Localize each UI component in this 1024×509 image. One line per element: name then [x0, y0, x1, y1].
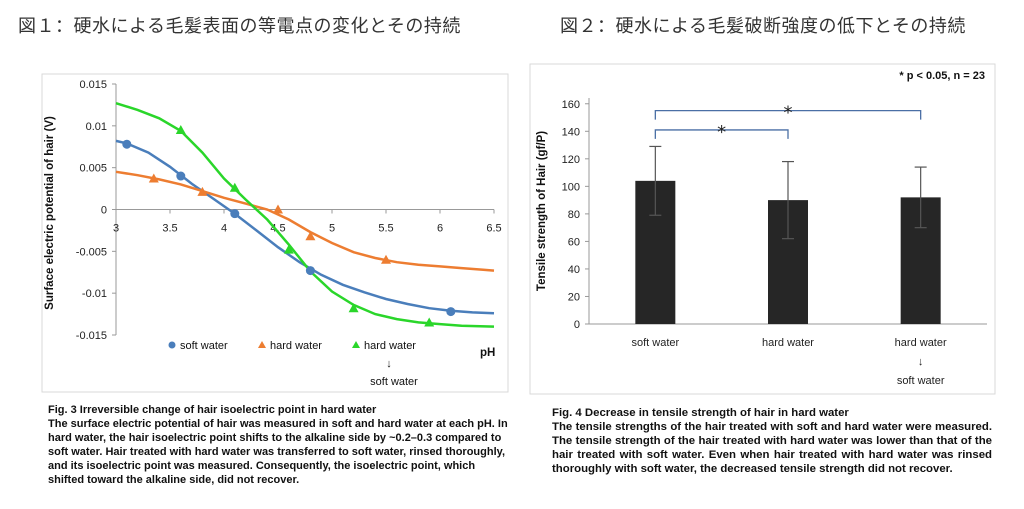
chart1-data-point	[348, 303, 359, 313]
chart2-significance-bracket	[654, 109, 922, 120]
chart1-legend-label: ↓	[386, 358, 392, 370]
chart1-data-point	[229, 182, 240, 192]
chart2-significance-brackets: **	[654, 103, 922, 143]
chart2-y-tick-label: 20	[568, 291, 580, 303]
chart2-category-label: soft water	[631, 337, 679, 349]
chart1-legend-label: hard water	[364, 340, 416, 352]
chart2-y-tick-label: 120	[562, 154, 580, 166]
chart1-data-point	[175, 125, 186, 135]
chart2-significance-star: *	[717, 122, 726, 143]
chart2-y-tick-label: 100	[562, 181, 580, 193]
chart1-data-point	[273, 204, 283, 214]
chart1-legend-marker	[258, 341, 266, 348]
chart1-data-point	[424, 317, 435, 327]
chart1-legend-label: soft water	[370, 376, 418, 388]
chart1-series-line-2	[115, 102, 495, 328]
chart2-category-label: ↓	[918, 356, 924, 368]
chart1-y-tick-label: 0.015	[79, 79, 107, 91]
chart1-y-tick-label: 0.005	[79, 163, 107, 175]
figure-2-heading: 図２：硬水による毛髪破断強度の低下とその持続	[560, 16, 966, 37]
chart1-data-point	[381, 254, 391, 264]
figure-4-caption-title: Fig. 4 Decrease in tensile strength of h…	[552, 407, 849, 419]
chart1-x-tick-label: 6	[437, 223, 443, 235]
chart1-y-tick-label: 0.01	[86, 121, 107, 133]
chart1-data-point	[305, 266, 315, 276]
chart2-y-axis-label: Tensile strength of Hair (gf/P)	[536, 131, 548, 291]
chart1-x-axis-label: pH	[480, 347, 495, 359]
chart2-category-label: hard water	[895, 337, 947, 349]
chart2-significance-note: * p < 0.05, n = 23	[899, 70, 985, 82]
chart2-y-tick-label: 60	[568, 236, 580, 248]
chart1-x-tick-label: 3.5	[162, 223, 177, 235]
chart2-y-tick-label: 0	[574, 319, 580, 331]
chart1-legend-label: hard water	[270, 340, 322, 352]
chart1-y-tick-label: -0.01	[82, 288, 107, 300]
figure-1-heading: 図１：硬水による毛髪表面の等電点の変化とその持続	[18, 16, 461, 37]
chart1-x-tick-label: 5	[329, 223, 335, 235]
figure-4-caption-body: The tensile strengths of the hair treate…	[552, 421, 992, 475]
chart1-y-tick-label: 0	[101, 205, 107, 217]
chart2-bars: soft water hard water hard water ↓ soft wate…	[631, 145, 947, 387]
chart1-y-tick-label: -0.005	[76, 246, 107, 258]
chart1-data-point	[122, 139, 132, 149]
chart2-category-label: hard water	[762, 337, 814, 349]
chart2-y-tick-label: 140	[562, 126, 580, 138]
chart1-y-axis-label: Surface electric potential of hair (V)	[44, 116, 56, 310]
chart1-legend-label: soft water	[180, 340, 228, 352]
chart1-data-point	[446, 307, 456, 317]
chart2-y-tick-label: 80	[568, 209, 580, 221]
chart1-legend: soft water hard water hard water ↓ soft wate…	[168, 340, 418, 388]
chart1-x-tick-label: 3	[113, 223, 119, 235]
chart1-x-tick-label: 4	[221, 223, 227, 235]
figure-3-caption-body: The surface electric potential of hair w…	[48, 418, 508, 486]
chart1-legend-marker	[168, 341, 176, 349]
chart1-data-point	[305, 231, 316, 241]
chart1-series-points	[122, 125, 456, 327]
chart2-significance-star: *	[784, 103, 793, 124]
chart1-data-point	[283, 244, 294, 254]
chart1-x-tick-label: 6.5	[486, 223, 501, 235]
chart1-x-tick-label: 4.5	[270, 223, 285, 235]
figure-3-caption-title: Fig. 3 Irreversible change of hair isoel…	[48, 404, 377, 416]
figure-3-caption: Fig. 3 Irreversible change of hair isoel…	[48, 403, 508, 487]
chart2-significance-bracket	[654, 129, 789, 139]
chart1-series-line-0	[115, 139, 495, 315]
chart1-x-tick-label: 5.5	[378, 223, 393, 235]
chart1-data-point	[176, 171, 186, 181]
chart1-data-point	[148, 173, 159, 183]
chart1-data-point	[230, 209, 240, 219]
chart2-y-tick-label: 160	[562, 99, 580, 111]
chart1-legend-marker	[352, 341, 360, 348]
chart2-y-tick-label: 40	[568, 264, 580, 276]
chart1-frame	[41, 73, 509, 393]
chart1-data-point	[197, 186, 208, 196]
chart2-category-label: soft water	[897, 375, 945, 387]
chart1-y-tick-label: -0.015	[76, 330, 107, 342]
figure-4-caption: Fig. 4 Decrease in tensile strength of h…	[552, 406, 992, 476]
chart1-axes: 0.015 0.01 0.005 0 -0.005 -0.01 -0.015 3 3.5 4 4.5…	[76, 79, 502, 342]
